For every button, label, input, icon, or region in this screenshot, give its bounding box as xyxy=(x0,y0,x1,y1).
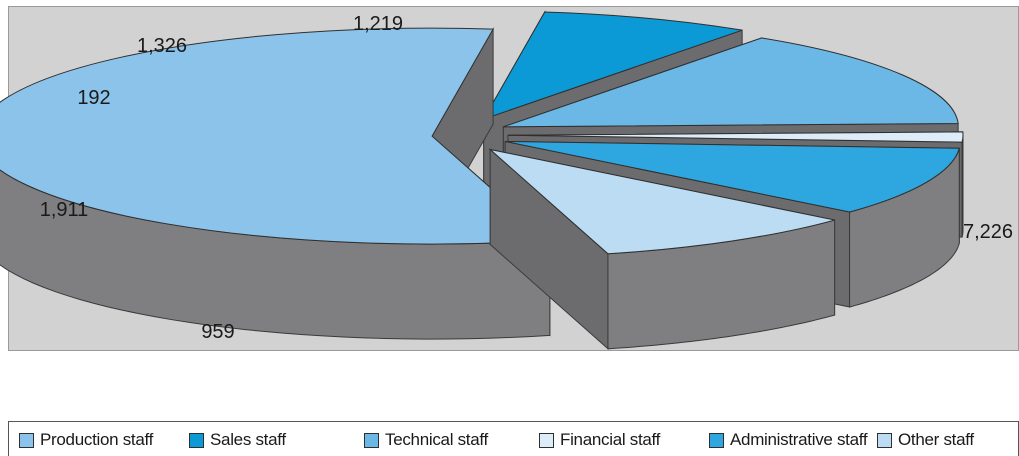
legend-label-administrative: Administrative staff xyxy=(730,430,868,449)
data-label-administrative: 1,326 xyxy=(137,35,187,57)
pie-slice-other xyxy=(488,148,836,350)
legend-swatch-technical xyxy=(364,432,379,448)
data-label-other: 1,219 xyxy=(353,13,403,35)
legend-item-technical: Technical staff xyxy=(364,429,488,451)
legend-label-production: Production staff xyxy=(40,430,154,449)
legend-label-other: Other staff xyxy=(898,430,974,449)
legend-item-administrative: Administrative staff xyxy=(709,429,868,451)
legend-swatch-administrative xyxy=(709,432,724,448)
data-label-sales: 959 xyxy=(201,321,234,343)
pie-slice-production xyxy=(0,27,552,340)
data-label-production: 7,226 xyxy=(963,221,1013,243)
legend-swatch-other xyxy=(877,432,892,448)
labels-layer: 7,226 959 1,911 192 1,326 1,219 xyxy=(40,13,1013,343)
legend-swatch-sales xyxy=(189,432,204,448)
data-label-financial: 192 xyxy=(77,87,110,109)
slices-layer xyxy=(0,10,964,350)
legend-item-production: Production staff xyxy=(19,429,153,451)
legend-label-financial: Financial staff xyxy=(560,430,661,449)
legend-label-technical: Technical staff xyxy=(385,430,488,449)
legend-swatch-production xyxy=(19,432,34,448)
legend-swatch-financial xyxy=(539,432,554,448)
legend: Production staff Sales staff Technical s… xyxy=(8,421,1019,456)
legend-item-other: Other staff xyxy=(877,429,974,451)
legend-label-sales: Sales staff xyxy=(210,430,286,449)
legend-item-sales: Sales staff xyxy=(189,429,286,451)
pie-chart: 7,226 959 1,911 192 1,326 1,219 xyxy=(0,10,1013,350)
data-label-technical: 1,911 xyxy=(40,199,89,221)
legend-item-financial: Financial staff xyxy=(539,429,660,451)
